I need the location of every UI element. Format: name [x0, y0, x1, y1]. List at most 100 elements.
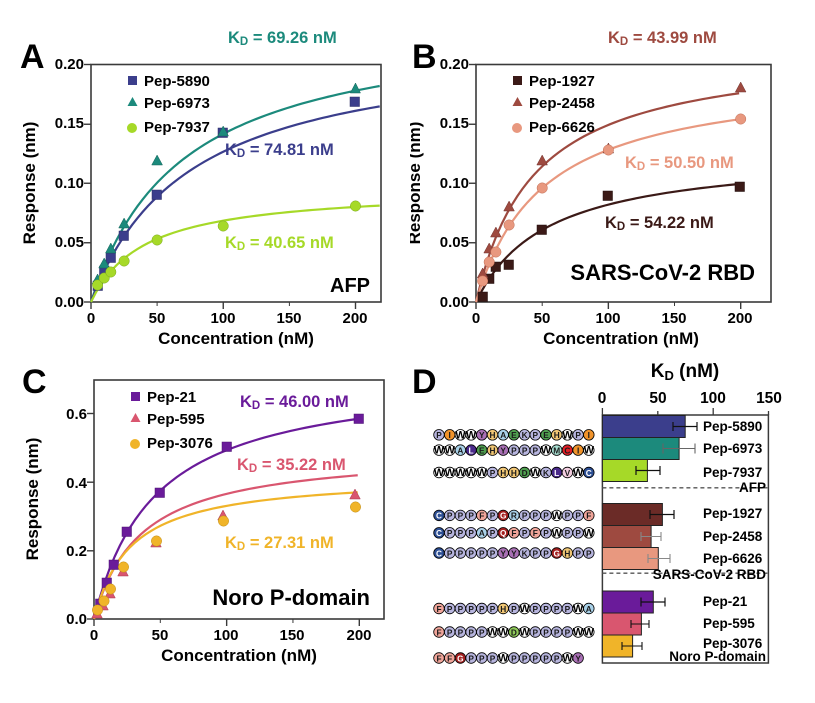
svg-text:50: 50 — [534, 310, 551, 327]
svg-text:A: A — [500, 430, 506, 440]
svg-text:W: W — [573, 627, 584, 639]
svg-text:P: P — [543, 528, 549, 538]
svg-text:0.20: 0.20 — [55, 56, 84, 73]
svg-text:W: W — [487, 627, 498, 639]
svg-text:W: W — [519, 603, 530, 615]
svg-text:P: P — [565, 627, 571, 637]
svg-text:Pep-6973: Pep-6973 — [144, 95, 210, 112]
svg-text:P: P — [522, 653, 528, 663]
svg-text:W: W — [552, 527, 563, 539]
svg-text:P: P — [575, 511, 581, 521]
svg-text:Response (nm): Response (nm) — [20, 122, 39, 245]
svg-text:E: E — [479, 445, 485, 455]
svg-text:W: W — [573, 467, 584, 479]
svg-text:P: P — [533, 511, 539, 521]
svg-text:0: 0 — [90, 627, 98, 644]
svg-text:W: W — [584, 527, 595, 539]
svg-text:W: W — [455, 467, 466, 479]
svg-text:P: P — [436, 430, 442, 440]
svg-text:Concentration (nM): Concentration (nM) — [543, 329, 699, 348]
svg-text:C: C — [436, 528, 442, 538]
svg-text:B: B — [412, 38, 437, 76]
svg-text:F: F — [436, 627, 441, 637]
svg-text:F: F — [447, 653, 452, 663]
svg-text:SARS-CoV-2 RBD: SARS-CoV-2 RBD — [570, 260, 755, 285]
svg-text:H: H — [500, 468, 506, 478]
svg-text:P: P — [490, 653, 496, 663]
svg-text:KD = 50.50 nM: KD = 50.50 nM — [625, 154, 734, 173]
svg-text:P: P — [565, 511, 571, 521]
svg-text:P: P — [575, 548, 581, 558]
svg-text:Y: Y — [500, 445, 506, 455]
svg-text:150: 150 — [276, 310, 301, 327]
svg-text:P: P — [533, 627, 539, 637]
svg-text:C: C — [586, 468, 592, 478]
svg-text:W: W — [434, 467, 445, 479]
svg-text:0.15: 0.15 — [440, 115, 469, 132]
svg-text:Pep-2458: Pep-2458 — [529, 95, 595, 112]
svg-text:P: P — [468, 548, 474, 558]
svg-text:P: P — [533, 653, 539, 663]
svg-text:P: P — [490, 511, 496, 521]
svg-text:G: G — [500, 511, 506, 521]
svg-text:AFP: AFP — [330, 275, 370, 297]
svg-text:P: P — [490, 548, 496, 558]
svg-text:F: F — [511, 528, 516, 538]
svg-text:P: P — [468, 604, 474, 614]
svg-text:F: F — [533, 528, 538, 538]
svg-text:C: C — [564, 445, 570, 455]
svg-text:P: P — [447, 548, 453, 558]
svg-text:R: R — [511, 511, 517, 521]
svg-text:A: A — [586, 604, 592, 614]
svg-text:D: D — [511, 627, 517, 637]
svg-text:W: W — [562, 653, 573, 665]
svg-text:Pep-6973: Pep-6973 — [703, 441, 763, 456]
svg-text:KD = 43.99 nM: KD = 43.99 nM — [608, 29, 717, 48]
svg-text:P: P — [533, 604, 539, 614]
svg-text:F: F — [436, 653, 441, 663]
svg-text:W: W — [477, 467, 488, 479]
svg-text:150: 150 — [661, 310, 686, 327]
svg-text:W: W — [552, 510, 563, 522]
svg-text:P: P — [565, 528, 571, 538]
svg-text:KD (nM): KD (nM) — [651, 361, 720, 383]
svg-text:0.2: 0.2 — [66, 543, 87, 560]
svg-text:Y: Y — [479, 430, 485, 440]
svg-text:W: W — [434, 445, 445, 457]
svg-text:P: P — [554, 653, 560, 663]
svg-text:P: P — [447, 511, 453, 521]
svg-text:Q: Q — [500, 528, 507, 538]
svg-text:Response (nm): Response (nm) — [23, 438, 42, 561]
svg-text:H: H — [490, 445, 496, 455]
svg-text:KD = 54.22 nM: KD = 54.22 nM — [605, 214, 714, 233]
svg-text:D: D — [522, 468, 528, 478]
svg-text:A: A — [457, 445, 463, 455]
svg-text:P: P — [522, 445, 528, 455]
svg-text:A: A — [20, 38, 45, 76]
svg-text:50: 50 — [149, 310, 166, 327]
svg-text:P: P — [458, 511, 464, 521]
svg-text:P: P — [575, 528, 581, 538]
svg-text:P: P — [468, 653, 474, 663]
svg-text:W: W — [466, 467, 477, 479]
svg-text:KD = 46.00 nM: KD = 46.00 nM — [240, 393, 349, 412]
svg-text:P: P — [543, 653, 549, 663]
svg-text:Pep-1927: Pep-1927 — [703, 506, 762, 521]
svg-text:0: 0 — [87, 310, 95, 327]
svg-text:W: W — [519, 627, 530, 639]
svg-text:A: A — [479, 528, 485, 538]
svg-text:C: C — [436, 548, 442, 558]
svg-text:P: P — [490, 528, 496, 538]
svg-text:W: W — [541, 445, 552, 457]
svg-text:W: W — [562, 429, 573, 441]
svg-text:0.05: 0.05 — [55, 234, 84, 251]
svg-text:KD = 35.22 nM: KD = 35.22 nM — [237, 456, 346, 475]
svg-text:0.00: 0.00 — [55, 294, 84, 311]
svg-text:SARS-CoV-2 RBD: SARS-CoV-2 RBD — [653, 567, 767, 582]
svg-text:100: 100 — [595, 310, 620, 327]
svg-text:0: 0 — [472, 310, 480, 327]
svg-text:50: 50 — [649, 390, 666, 407]
svg-text:P: P — [522, 511, 528, 521]
svg-text:Pep-3076: Pep-3076 — [147, 435, 213, 452]
svg-text:L: L — [554, 468, 559, 478]
